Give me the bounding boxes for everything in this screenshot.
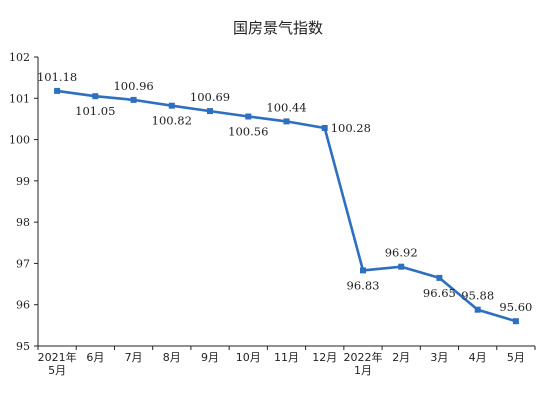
data-label: 101.18: [37, 70, 77, 84]
data-point: [512, 318, 519, 325]
x-tick-label: 11月: [274, 351, 299, 364]
x-tick-label: 3月: [430, 351, 448, 364]
data-point: [283, 118, 290, 125]
data-point: [360, 267, 366, 274]
data-label: 95.60: [499, 300, 532, 314]
x-tick-label: 2022年: [343, 350, 382, 364]
data-label: 96.65: [423, 286, 456, 300]
x-tick-label: 1月: [354, 364, 372, 377]
x-tick-label: 5月: [48, 364, 66, 377]
x-tick-label: 5月: [507, 351, 525, 364]
data-point: [54, 87, 61, 94]
data-label: 96.92: [385, 246, 418, 260]
y-tick-label: 102: [9, 51, 30, 64]
data-label: 100.28: [331, 121, 371, 135]
data-point: [168, 102, 175, 109]
data-point: [130, 96, 137, 103]
x-tick-label: 2月: [392, 351, 410, 364]
x-tick-label: 2021年: [38, 350, 77, 364]
data-label: 100.56: [228, 125, 268, 139]
y-tick-label: 95: [16, 340, 30, 353]
data-label: 100.82: [152, 114, 192, 128]
y-tick-label: 99: [16, 175, 30, 188]
x-tick-label: 10月: [236, 351, 261, 364]
x-tick-label: 4月: [469, 351, 487, 364]
x-tick-label: 12月: [312, 351, 337, 364]
y-tick-label: 97: [16, 257, 30, 270]
y-tick-label: 101: [9, 92, 30, 105]
data-point: [92, 93, 99, 100]
data-point: [398, 263, 405, 270]
data-point: [245, 113, 252, 120]
data-point: [474, 306, 481, 313]
data-label: 96.83: [347, 278, 380, 292]
x-tick-label: 7月: [125, 351, 143, 364]
x-tick-label: 8月: [163, 351, 181, 364]
y-tick-label: 96: [16, 299, 30, 312]
data-label: 100.44: [266, 100, 306, 114]
data-label: 101.05: [75, 104, 115, 118]
data-label: 95.88: [461, 289, 494, 303]
chart-title: 国房景气指数: [233, 19, 323, 37]
y-tick-label: 98: [16, 216, 30, 229]
x-tick-label: 9月: [201, 351, 219, 364]
y-tick-label: 100: [9, 134, 30, 147]
x-tick-label: 6月: [86, 351, 104, 364]
data-label: 100.69: [190, 90, 230, 104]
data-label: 100.96: [113, 79, 153, 93]
data-point: [321, 125, 328, 131]
data-point: [207, 108, 213, 115]
data-point: [436, 274, 443, 281]
